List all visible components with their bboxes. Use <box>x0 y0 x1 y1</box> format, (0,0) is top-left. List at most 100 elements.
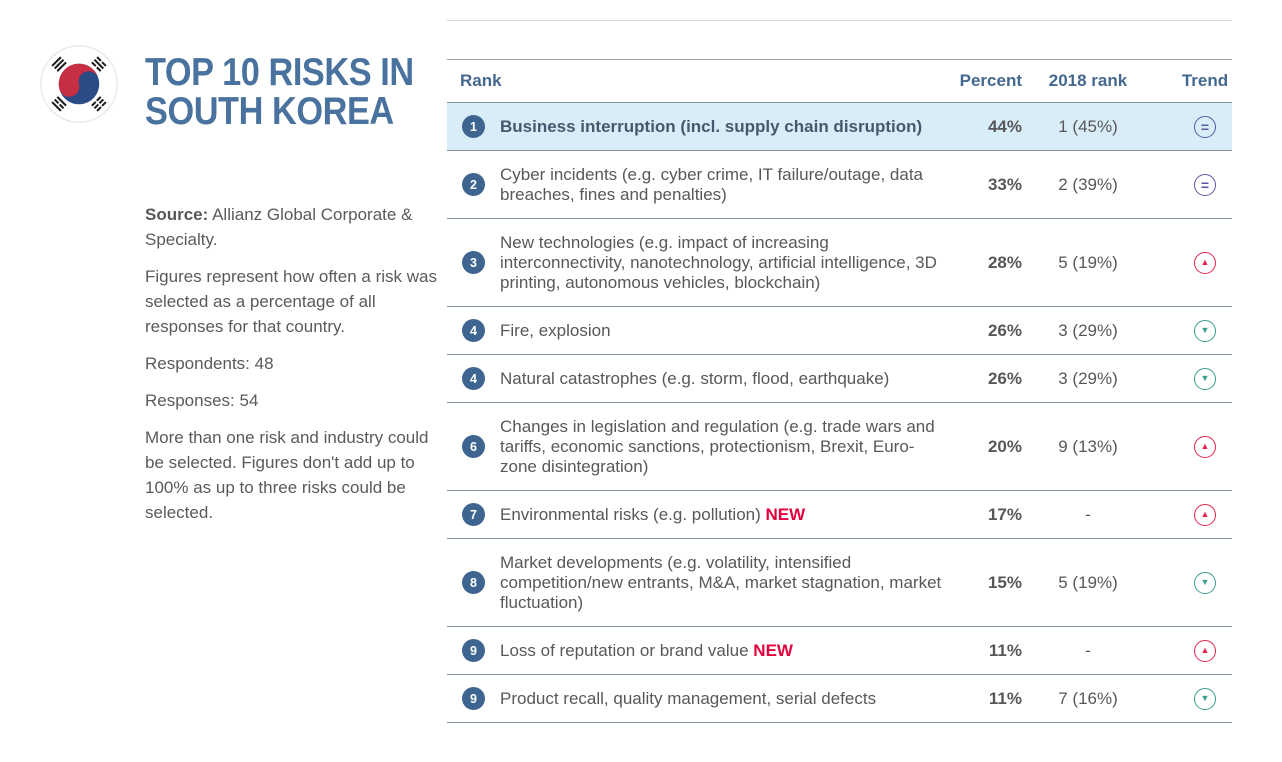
rank-badge: 7 <box>462 503 485 526</box>
risk-label: Environmental risks (e.g. pollution) NEW <box>500 491 942 538</box>
risk-text: Product recall, quality management, seri… <box>500 688 877 708</box>
trend-down-icon: ▼ <box>1194 687 1216 710</box>
percent-value: 44% <box>987 116 1022 136</box>
risk-row: 7 Environmental risks (e.g. pollution) N… <box>447 491 1232 539</box>
risk-row: 9 Loss of reputation or brand value NEW … <box>447 627 1232 675</box>
risk-label: Business interruption (incl. supply chai… <box>500 103 942 150</box>
rank-badge: 1 <box>462 115 485 138</box>
trend-cell: ▼ <box>1142 571 1232 594</box>
trend-equal-icon: = <box>1194 173 1216 196</box>
trend-cell: = <box>1142 173 1232 196</box>
risk-row: 4 Fire, explosion 26% 3 (29%) ▼ <box>447 307 1232 355</box>
trend-up-icon: ▲ <box>1194 503 1216 526</box>
trend-up-icon: ▲ <box>1194 435 1216 458</box>
header-2018-rank: 2018 rank <box>1048 71 1128 90</box>
header-trend: Trend <box>1181 71 1229 90</box>
rank-badge: 9 <box>462 639 485 662</box>
top-divider <box>447 20 1232 21</box>
rank-cell: 6 <box>447 403 500 490</box>
new-badge: NEW <box>760 504 806 524</box>
rank-2018-value: 2 (39%) <box>1058 174 1118 194</box>
new-badge: NEW <box>748 640 793 660</box>
risk-label: Changes in legislation and regulation (e… <box>500 403 942 490</box>
percent-value: 26% <box>987 368 1022 388</box>
risk-text: Market developments (e.g. volatility, in… <box>500 552 942 612</box>
disclaimer-note: More than one risk and industry could be… <box>145 428 429 522</box>
rank-cell: 9 <box>447 675 500 722</box>
responses-note: Responses: 54 <box>145 391 259 410</box>
rank-2018-value: - <box>1085 504 1091 524</box>
risk-label: Natural catastrophes (e.g. storm, flood,… <box>500 355 942 402</box>
rank-cell: 4 <box>447 307 500 354</box>
rank-badge: 2 <box>462 173 485 196</box>
trend-down-icon: ▼ <box>1194 319 1216 342</box>
percent-value: 33% <box>987 174 1022 194</box>
percent-value: 17% <box>987 504 1022 524</box>
rank-badge: 8 <box>462 571 485 594</box>
rank-cell: 3 <box>447 219 500 306</box>
rank-badge: 6 <box>462 435 485 458</box>
risk-text: New technologies (e.g. impact of increas… <box>500 232 937 292</box>
risk-label: Fire, explosion <box>500 307 942 354</box>
risk-text: Changes in legislation and regulation (e… <box>500 416 935 476</box>
risk-text: Natural catastrophes (e.g. storm, flood,… <box>500 368 890 388</box>
trend-up-icon: ▲ <box>1194 251 1216 274</box>
source-label: Source: <box>145 205 209 224</box>
south-korea-flag-icon <box>40 45 118 123</box>
risk-row: 3 New technologies (e.g. impact of incre… <box>447 219 1232 307</box>
rank-badge: 9 <box>462 687 485 710</box>
header-rank: Rank <box>460 71 502 90</box>
trend-down-icon: ▼ <box>1194 571 1216 594</box>
trend-cell: ▼ <box>1142 319 1232 342</box>
page-title: TOP 10 RISKS IN SOUTH KOREA <box>145 51 414 133</box>
percent-value: 11% <box>988 688 1022 708</box>
rank-2018-value: - <box>1085 640 1091 660</box>
risk-text: Loss of reputation or brand value <box>500 640 749 660</box>
rank-cell: 1 <box>447 103 500 150</box>
risk-text: Environmental risks (e.g. pollution) <box>500 504 761 524</box>
percent-value: 28% <box>987 252 1022 272</box>
rank-cell: 4 <box>447 355 500 402</box>
risk-row: 9 Product recall, quality management, se… <box>447 675 1232 723</box>
risk-row: 1 Business interruption (incl. supply ch… <box>447 103 1232 151</box>
trend-cell: ▲ <box>1142 503 1232 526</box>
risk-text: Fire, explosion <box>500 320 611 340</box>
trend-cell: ▲ <box>1142 435 1232 458</box>
respondents-note: Respondents: 48 <box>145 354 274 373</box>
risk-label: Product recall, quality management, seri… <box>500 675 942 722</box>
percent-value: 26% <box>987 320 1022 340</box>
rank-cell: 7 <box>447 491 500 538</box>
trend-cell: ▲ <box>1142 639 1232 662</box>
risk-label: Cyber incidents (e.g. cyber crime, IT fa… <box>500 151 942 218</box>
risk-text: Business interruption (incl. supply chai… <box>500 116 923 136</box>
trend-cell: ▼ <box>1142 687 1232 710</box>
methodology-note: Figures represent how often a risk was s… <box>145 267 437 336</box>
rank-2018-value: 3 (29%) <box>1058 368 1118 388</box>
rank-2018-value: 3 (29%) <box>1058 320 1118 340</box>
rank-badge: 4 <box>462 319 485 342</box>
source-note: Source: Allianz Global Corporate & Speci… <box>145 202 439 252</box>
rank-2018-value: 7 (16%) <box>1058 688 1118 708</box>
rank-2018-value: 5 (19%) <box>1058 252 1118 272</box>
trend-equal-icon: = <box>1194 115 1216 138</box>
rank-badge: 4 <box>462 367 485 390</box>
risk-row: 4 Natural catastrophes (e.g. storm, floo… <box>447 355 1232 403</box>
risk-row: 6 Changes in legislation and regulation … <box>447 403 1232 491</box>
header-percent: Percent <box>959 71 1022 90</box>
rank-badge: 3 <box>462 251 485 274</box>
risk-table: Rank Percent 2018 rank Trend 1 Business … <box>447 59 1232 723</box>
trend-cell: ▼ <box>1142 367 1232 390</box>
risk-row: 2 Cyber incidents (e.g. cyber crime, IT … <box>447 151 1232 219</box>
rank-cell: 2 <box>447 151 500 218</box>
notes-block: Source: Allianz Global Corporate & Speci… <box>145 202 439 537</box>
rank-cell: 8 <box>447 539 500 626</box>
rank-2018-value: 5 (19%) <box>1058 572 1118 592</box>
percent-value: 20% <box>987 436 1022 456</box>
rank-2018-value: 1 (45%) <box>1058 116 1118 136</box>
trend-cell: ▲ <box>1142 251 1232 274</box>
table-header: Rank Percent 2018 rank Trend <box>447 59 1232 103</box>
table-body: 1 Business interruption (incl. supply ch… <box>447 103 1232 723</box>
trend-cell: = <box>1142 115 1232 138</box>
risk-text: Cyber incidents (e.g. cyber crime, IT fa… <box>500 164 923 204</box>
